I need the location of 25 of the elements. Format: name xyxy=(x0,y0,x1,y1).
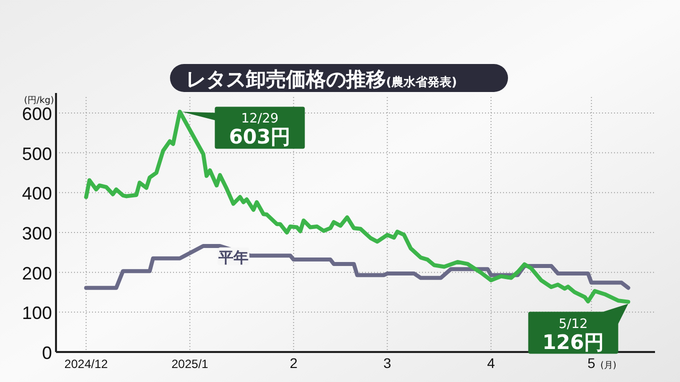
y-tick-label: 200 xyxy=(22,263,52,284)
annotation: 5/12 126円 xyxy=(542,316,604,354)
callout: 12/29 603円 xyxy=(182,106,305,149)
line-series xyxy=(84,110,630,304)
x-tick-label: 2 xyxy=(290,355,298,371)
annotation: 12/29 603円 xyxy=(228,112,291,149)
y-tick-label: 300 xyxy=(22,223,52,244)
y-tick-label: 100 xyxy=(22,303,52,324)
y-axis-title: (円/kg) xyxy=(24,96,54,106)
y-tick-label: 0 xyxy=(42,343,52,363)
x-tick-label: 3 xyxy=(383,355,392,371)
callout: 5/12 126円 xyxy=(528,304,628,354)
title: レタス卸売価格の推移(農水省発表) xyxy=(170,64,508,92)
annotation: 平年 xyxy=(217,248,248,266)
y-tick-label: 500 xyxy=(22,144,52,164)
line-series xyxy=(84,244,630,290)
y-tick-label: 400 xyxy=(22,184,52,204)
x-axis-title: (月) xyxy=(600,361,616,371)
chart-subtitle: (農水省発表) xyxy=(386,75,457,89)
x-tick-label: 5 xyxy=(588,355,596,371)
chart-title: レタス卸売価格の推移 xyxy=(186,67,386,91)
x-tick-label: 2024/12 xyxy=(64,357,108,371)
y-tick-label: 600 xyxy=(22,104,52,124)
x-tick-label: 4 xyxy=(487,355,496,371)
x-tick-label: 2025/1 xyxy=(172,357,209,371)
